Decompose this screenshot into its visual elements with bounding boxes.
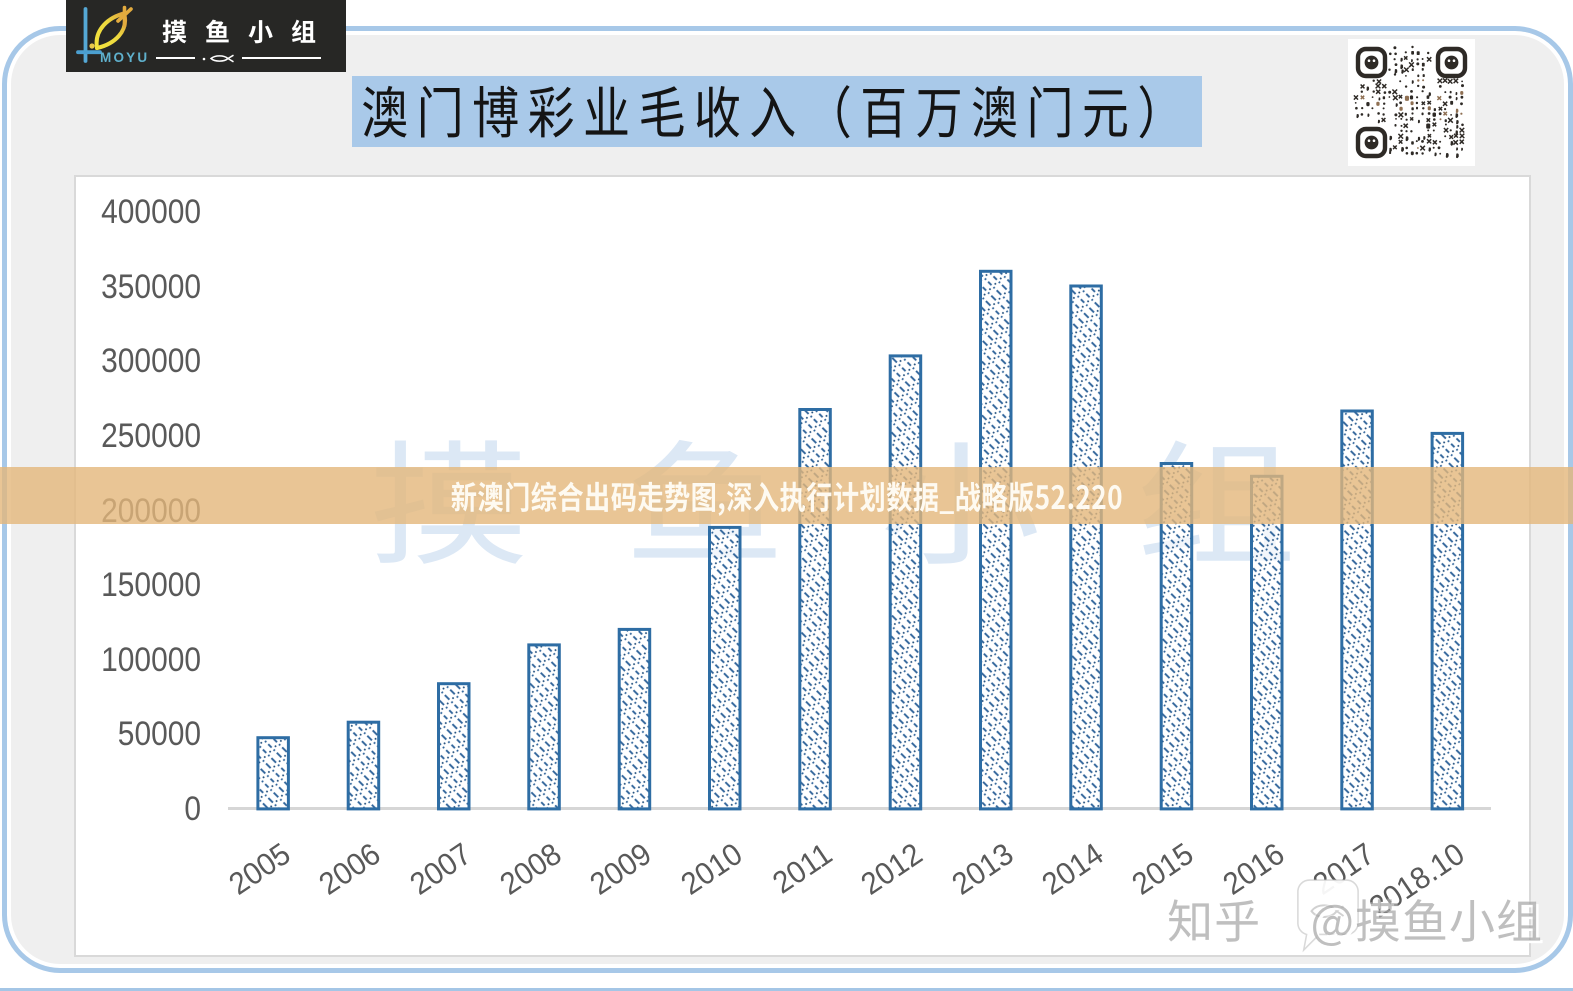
bar-2005 — [256, 736, 290, 811]
bar-2006 — [346, 720, 381, 811]
bar-2016 — [1250, 474, 1284, 811]
y-tick-label: 50000 — [117, 715, 201, 754]
bar-2014 — [1069, 284, 1103, 811]
y-tick-label: 0 — [184, 789, 201, 828]
x-tick-label: 2011 — [766, 836, 839, 901]
y-tick-label: 300000 — [101, 342, 201, 381]
moyu-fish-icon: MOYU — [76, 5, 149, 65]
brand-logo-en-text: MOYU — [100, 50, 149, 65]
x-tick-label: 2008 — [493, 836, 568, 902]
x-tick-label: 2006 — [313, 836, 388, 902]
bars-group — [256, 269, 1465, 811]
chart-title-band: 澳门博彩业毛收入（百万澳门元） — [352, 69, 1202, 150]
x-tick-label: 2014 — [1035, 836, 1110, 902]
logo-underline-fish — [195, 52, 242, 64]
bar-2010 — [708, 525, 742, 811]
y-tick-label: 250000 — [101, 416, 201, 455]
zhihu-watermark: 知乎 @摸鱼小组 — [1167, 886, 1543, 952]
fish-emblem-icon — [202, 54, 234, 62]
bar-2007 — [437, 682, 471, 811]
x-tick-label: 2013 — [945, 836, 1020, 902]
x-tick-label: 2012 — [855, 836, 929, 902]
bar-2012 — [888, 354, 923, 811]
bar-2009 — [617, 627, 652, 811]
overlay-banner-text: 新澳门综合出码走势图,深入执行计划数据_战略版52.220 — [450, 472, 1123, 519]
y-tick-label: 350000 — [101, 267, 201, 306]
x-tick-label: 2009 — [584, 836, 658, 902]
x-tick-label: 2007 — [403, 836, 478, 902]
brand-logo-text: 摸鱼小组 — [162, 13, 335, 49]
x-tick-label: 2005 — [222, 836, 297, 902]
bottom-edge-line — [0, 988, 1573, 991]
zhihu-bubble-icon — [1297, 879, 1359, 953]
bar-2008 — [527, 643, 561, 811]
overlay-banner: 新澳门综合出码走势图,深入执行计划数据_战略版52.220 — [0, 467, 1573, 524]
chart-title: 澳门博彩业毛收入（百万澳门元） — [361, 68, 1193, 150]
y-tick-label: 100000 — [101, 640, 201, 679]
zhihu-watermark-text: 知乎 @摸鱼小组 — [1167, 886, 1543, 952]
bar-2013 — [979, 269, 1013, 811]
qr-code — [1348, 39, 1475, 166]
brand-logo: MOYU 摸鱼小组 — [66, 0, 346, 72]
x-tick-label: 2010 — [674, 836, 749, 902]
y-tick-label: 150000 — [101, 566, 201, 605]
y-tick-label: 400000 — [101, 193, 201, 232]
